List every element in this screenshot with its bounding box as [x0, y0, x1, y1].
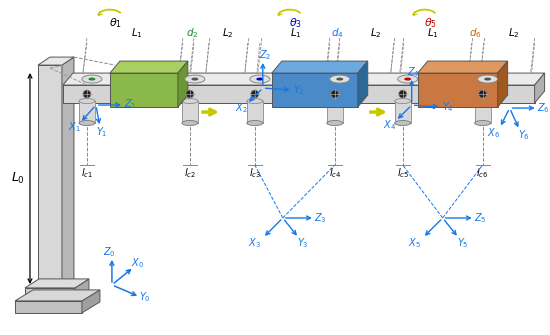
Text: $Y_3$: $Y_3$	[297, 236, 309, 250]
Text: $l_{c2}$: $l_{c2}$	[184, 166, 196, 180]
Text: $L_1$: $L_1$	[427, 26, 438, 40]
Ellipse shape	[79, 121, 95, 126]
Ellipse shape	[256, 78, 263, 80]
Text: $\theta_1$: $\theta_1$	[109, 16, 123, 30]
Text: $Z_1$: $Z_1$	[124, 97, 136, 111]
Ellipse shape	[89, 78, 96, 80]
Polygon shape	[110, 73, 178, 107]
Text: $X_2$: $X_2$	[234, 101, 247, 115]
Polygon shape	[15, 301, 82, 313]
Text: $X_5$: $X_5$	[408, 236, 421, 250]
Ellipse shape	[336, 78, 343, 80]
Circle shape	[478, 90, 487, 98]
Text: $d_2$: $d_2$	[186, 26, 198, 40]
Text: $L_1$: $L_1$	[131, 26, 143, 40]
Text: $L_1$: $L_1$	[290, 26, 301, 40]
Polygon shape	[535, 73, 544, 103]
Polygon shape	[417, 73, 498, 107]
Polygon shape	[25, 279, 89, 288]
Polygon shape	[395, 101, 411, 123]
Text: $X_4$: $X_4$	[383, 118, 396, 132]
Text: $\theta_5$: $\theta_5$	[424, 16, 437, 30]
Circle shape	[186, 90, 194, 98]
Ellipse shape	[79, 98, 95, 104]
Polygon shape	[498, 61, 508, 107]
Circle shape	[83, 90, 91, 98]
Polygon shape	[272, 73, 358, 107]
Ellipse shape	[475, 121, 491, 126]
Ellipse shape	[247, 98, 263, 104]
Text: $Z_2$: $Z_2$	[258, 48, 271, 62]
Text: $Y_2$: $Y_2$	[293, 83, 305, 97]
Text: $Y_4$: $Y_4$	[442, 100, 454, 114]
Text: $l_{c5}$: $l_{c5}$	[397, 166, 409, 180]
Text: $Y_5$: $Y_5$	[457, 236, 469, 250]
Ellipse shape	[398, 75, 417, 83]
Polygon shape	[475, 101, 491, 123]
Text: $d_4$: $d_4$	[331, 26, 344, 40]
Ellipse shape	[484, 78, 491, 80]
Text: $Y_6$: $Y_6$	[518, 128, 530, 142]
Text: $L_2$: $L_2$	[370, 26, 382, 40]
Circle shape	[331, 90, 339, 98]
Text: $Z_4$: $Z_4$	[407, 65, 420, 79]
Ellipse shape	[247, 121, 263, 126]
Ellipse shape	[191, 78, 199, 80]
Circle shape	[251, 90, 259, 98]
Ellipse shape	[182, 98, 198, 104]
Polygon shape	[182, 101, 198, 123]
Polygon shape	[247, 101, 263, 123]
Polygon shape	[110, 61, 188, 73]
Text: $Y_1$: $Y_1$	[96, 125, 108, 139]
Text: $Z_6$: $Z_6$	[537, 101, 550, 115]
Text: $l_{c6}$: $l_{c6}$	[476, 166, 489, 180]
Polygon shape	[38, 57, 74, 65]
Polygon shape	[178, 61, 188, 107]
Text: $l_{c4}$: $l_{c4}$	[328, 166, 341, 180]
Polygon shape	[75, 279, 89, 302]
Text: $Y_0$: $Y_0$	[139, 290, 151, 304]
Polygon shape	[272, 61, 368, 73]
Polygon shape	[38, 65, 62, 290]
Ellipse shape	[395, 98, 411, 104]
Ellipse shape	[185, 75, 205, 83]
Text: $l_{c1}$: $l_{c1}$	[81, 166, 93, 180]
Ellipse shape	[395, 121, 411, 126]
Polygon shape	[25, 288, 75, 302]
Text: $X_6$: $X_6$	[487, 126, 500, 140]
Ellipse shape	[477, 75, 498, 83]
Polygon shape	[327, 101, 343, 123]
Text: $L_0$: $L_0$	[11, 171, 25, 186]
Text: $Z_3$: $Z_3$	[315, 211, 327, 225]
Polygon shape	[63, 73, 544, 85]
Polygon shape	[15, 290, 100, 301]
Ellipse shape	[404, 78, 411, 80]
Polygon shape	[417, 61, 508, 73]
Polygon shape	[62, 57, 74, 290]
Ellipse shape	[82, 75, 102, 83]
Text: $X_0$: $X_0$	[131, 256, 145, 270]
Ellipse shape	[327, 98, 343, 104]
Text: $d_6$: $d_6$	[469, 26, 482, 40]
Polygon shape	[79, 101, 95, 123]
Ellipse shape	[182, 121, 198, 126]
Text: $l_{c3}$: $l_{c3}$	[249, 166, 261, 180]
Polygon shape	[82, 290, 100, 313]
Circle shape	[399, 90, 406, 98]
Text: $L_2$: $L_2$	[508, 26, 519, 40]
Text: $L_2$: $L_2$	[222, 26, 234, 40]
Ellipse shape	[475, 98, 491, 104]
Text: $Z_0$: $Z_0$	[102, 245, 116, 259]
Text: $X_1$: $X_1$	[68, 120, 80, 134]
Ellipse shape	[250, 75, 270, 83]
Text: $Z_5$: $Z_5$	[474, 211, 487, 225]
Ellipse shape	[327, 121, 343, 126]
Text: $\theta_3$: $\theta_3$	[289, 16, 302, 30]
Polygon shape	[358, 61, 368, 107]
Text: $X_3$: $X_3$	[249, 236, 261, 250]
Ellipse shape	[330, 75, 350, 83]
Polygon shape	[63, 85, 535, 103]
